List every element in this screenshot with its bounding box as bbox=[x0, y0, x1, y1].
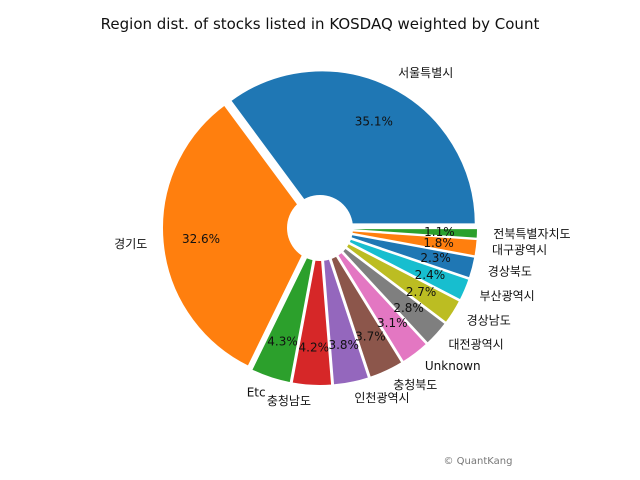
chart-title: Region dist. of stocks listed in KOSDAQ … bbox=[101, 15, 540, 33]
pie-slice-category-2 bbox=[161, 103, 318, 368]
category-label: 대전광역시 bbox=[449, 337, 504, 351]
pie-slice-category-1 bbox=[229, 69, 477, 226]
percent-label: 4.2% bbox=[299, 340, 330, 354]
pie-slices bbox=[161, 69, 479, 387]
percent-labels: 35.1% 32.6% 4.3% 4.2% 3.8%3.7%3.1%2.8% 2.7% 2.… bbox=[182, 114, 455, 354]
percent-label: 1.1% bbox=[424, 225, 455, 239]
percent-label: 32.6% bbox=[182, 232, 220, 246]
category-label: Unknown bbox=[425, 359, 481, 373]
pie-slice-category-13 bbox=[322, 227, 479, 240]
category-label: 경기도 bbox=[114, 237, 147, 251]
credit-text: © QuantKang bbox=[444, 456, 513, 467]
percent-label: 1.8% bbox=[423, 236, 454, 250]
percent-label: 2.4% bbox=[415, 268, 446, 282]
category-label: 경상북도 bbox=[488, 265, 532, 279]
category-label: 전북특별자치도 bbox=[493, 227, 570, 241]
category-label: 충청북도 bbox=[393, 378, 437, 392]
percent-label: 2.3% bbox=[420, 251, 451, 265]
category-label: 경상남도 bbox=[467, 314, 511, 328]
category-label: 서울특별시 bbox=[398, 66, 453, 80]
percent-label: 3.8% bbox=[328, 338, 359, 352]
category-label: 부산광역시 bbox=[480, 289, 535, 303]
percent-label: 3.7% bbox=[355, 329, 386, 343]
category-label: 충청남도 bbox=[267, 394, 311, 408]
donut-hole bbox=[287, 195, 353, 261]
percent-label: 3.1% bbox=[377, 316, 408, 330]
category-label: Etc bbox=[247, 386, 266, 400]
pie-slice-etc bbox=[250, 230, 320, 385]
percent-label: 2.8% bbox=[393, 301, 424, 315]
category-label: 인천광역시 bbox=[354, 390, 409, 405]
pie-slice-category-4 bbox=[290, 230, 334, 387]
percent-label: 2.7% bbox=[406, 285, 437, 299]
percent-label: 4.3% bbox=[267, 335, 298, 349]
category-label: 대구광역시 bbox=[492, 243, 547, 257]
percent-label: 35.1% bbox=[355, 114, 393, 128]
